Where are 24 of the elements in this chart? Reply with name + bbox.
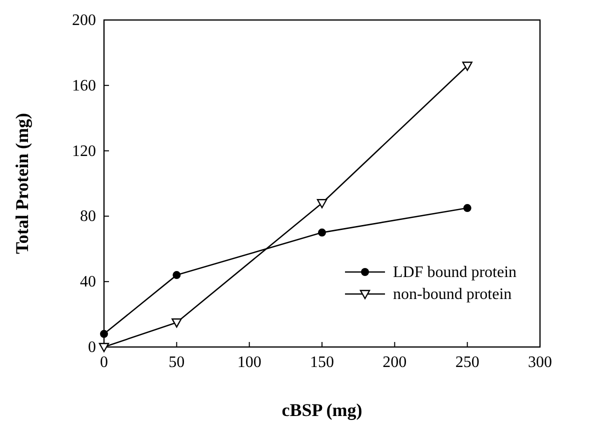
x-tick-label: 50	[168, 354, 185, 371]
legend-label: non-bound protein	[393, 286, 512, 303]
point	[172, 271, 181, 280]
y-tick-label: 40	[80, 274, 96, 291]
y-tick-label: 160	[72, 77, 96, 94]
x-tick-label: 0	[100, 354, 108, 371]
y-tick-label: 0	[88, 339, 96, 356]
x-tick-label: 100	[237, 354, 262, 371]
x-axis-title: cBSP (mg)	[282, 400, 362, 420]
point	[318, 228, 326, 237]
x-tick-label: 300	[528, 354, 552, 371]
y-tick-label: 80	[80, 208, 96, 226]
y-tick-label: 120	[72, 142, 96, 160]
legend-label: LDF bound protein	[393, 264, 517, 281]
point	[100, 330, 108, 338]
x-tick-label: 150	[310, 354, 334, 371]
y-tick-label: 200	[72, 12, 96, 29]
point	[172, 318, 182, 328]
x-tick-label: 200	[382, 354, 407, 371]
point	[316, 199, 328, 208]
x-tick-label: 250	[455, 354, 480, 371]
point	[463, 204, 472, 212]
y-axis-title: Total Protein (mg)	[12, 113, 32, 254]
point	[462, 62, 472, 71]
